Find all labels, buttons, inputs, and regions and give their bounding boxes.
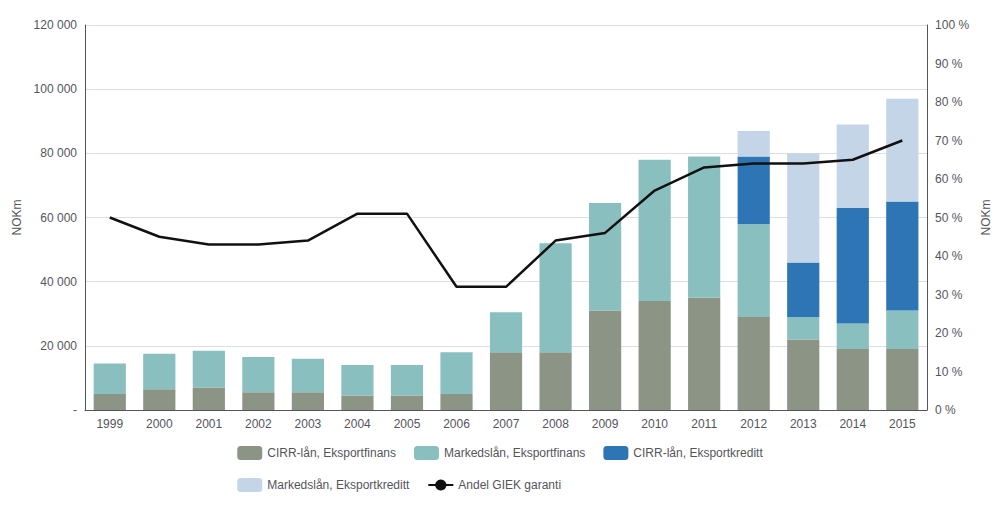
svg-text:2015: 2015 [889, 417, 916, 431]
svg-text:2006: 2006 [443, 417, 470, 431]
svg-text:2004: 2004 [344, 417, 371, 431]
svg-text:2011: 2011 [691, 417, 717, 431]
svg-text:30 %: 30 % [935, 288, 963, 302]
svg-text:-: - [73, 403, 77, 417]
svg-text:50 %: 50 % [935, 211, 963, 225]
svg-text:100 000: 100 000 [34, 82, 78, 96]
svg-text:40 %: 40 % [935, 249, 963, 263]
svg-text:Markedslån, Eksportkreditt: Markedslån, Eksportkreditt [267, 478, 410, 492]
svg-text:2008: 2008 [542, 417, 569, 431]
svg-text:2014: 2014 [839, 417, 866, 431]
svg-text:40 000: 40 000 [40, 275, 77, 289]
svg-text:120 000: 120 000 [34, 18, 78, 32]
svg-text:Andel GIEK garanti: Andel GIEK garanti [458, 478, 561, 492]
svg-text:60 000: 60 000 [40, 211, 77, 225]
svg-text:20 000: 20 000 [40, 339, 77, 353]
svg-text:2010: 2010 [641, 417, 668, 431]
svg-text:2000: 2000 [146, 417, 173, 431]
svg-text:10 %: 10 % [935, 365, 963, 379]
svg-text:20 %: 20 % [935, 326, 963, 340]
svg-text:60 %: 60 % [935, 172, 963, 186]
svg-text:1999: 1999 [96, 417, 123, 431]
svg-text:100 %: 100 % [935, 18, 969, 32]
svg-text:2003: 2003 [295, 417, 322, 431]
svg-text:2007: 2007 [493, 417, 520, 431]
svg-text:Markedslån, Eksportfinans: Markedslån, Eksportfinans [444, 446, 585, 460]
svg-text:2002: 2002 [245, 417, 272, 431]
svg-text:2013: 2013 [790, 417, 817, 431]
svg-text:70 %: 70 % [935, 134, 963, 148]
svg-text:NOKm: NOKm [10, 199, 24, 235]
svg-text:CIRR-lån, Eksportkreditt: CIRR-lån, Eksportkreditt [633, 446, 763, 460]
svg-text:2009: 2009 [592, 417, 619, 431]
svg-text:80 %: 80 % [935, 95, 963, 109]
svg-text:2005: 2005 [394, 417, 421, 431]
svg-text:80 000: 80 000 [40, 146, 77, 160]
svg-text:0 %: 0 % [935, 403, 956, 417]
svg-text:90 %: 90 % [935, 57, 963, 71]
svg-text:2001: 2001 [195, 417, 222, 431]
svg-text:2012: 2012 [740, 417, 767, 431]
svg-text:NOKm: NOKm [979, 199, 993, 235]
svg-text:CIRR-lån, Eksportfinans: CIRR-lån, Eksportfinans [267, 446, 396, 460]
